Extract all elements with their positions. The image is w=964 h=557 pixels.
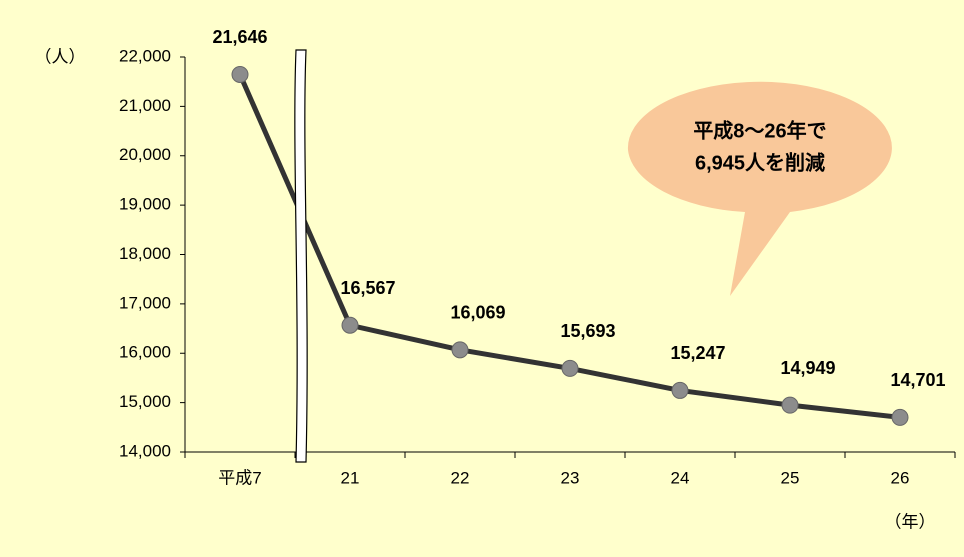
x-unit: （年） [885,512,936,531]
y-tick-label: 19,000 [119,195,171,214]
value-label: 16,069 [450,303,505,323]
marker [341,316,359,334]
marker [561,359,579,377]
marker [231,65,249,83]
x-tick-label: 24 [671,468,690,487]
x-tick-label: 平成7 [218,468,261,487]
marker [781,396,799,414]
x-tick-label: 23 [561,468,580,487]
annotation: 平成8～26年で [693,118,826,142]
y-tick-label: 15,000 [119,392,171,411]
y-tick-label: 16,000 [119,343,171,362]
x-tick-label: 25 [781,468,800,487]
annotation: 6,945人を削減 [695,150,825,174]
marker [671,381,689,399]
value-label: 15,693 [560,321,615,341]
value-label: 14,701 [890,370,945,390]
axis-break [294,49,308,463]
y-unit: （人） [35,47,86,66]
marker [891,408,909,426]
value-label: 15,247 [670,343,725,363]
y-tick-label: 20,000 [119,145,171,164]
callout-bubble [627,81,892,296]
x-tick-label: 26 [891,468,910,487]
x-tick-label: 21 [341,468,360,487]
value-label: 21,646 [212,27,267,47]
marker [451,341,469,359]
y-tick-label: 18,000 [119,244,171,263]
value-label: 16,567 [340,278,395,298]
value-label: 14,949 [780,358,835,378]
y-tick-label: 17,000 [119,293,171,312]
x-tick-label: 22 [451,468,470,487]
y-tick-label: 14,000 [119,441,171,460]
y-tick-label: 21,000 [119,96,171,115]
y-tick-label: 22,000 [119,46,171,65]
plot-area: 14,000 15,000 16,000 17,000 18,000 19,000 20,0… [119,27,956,487]
